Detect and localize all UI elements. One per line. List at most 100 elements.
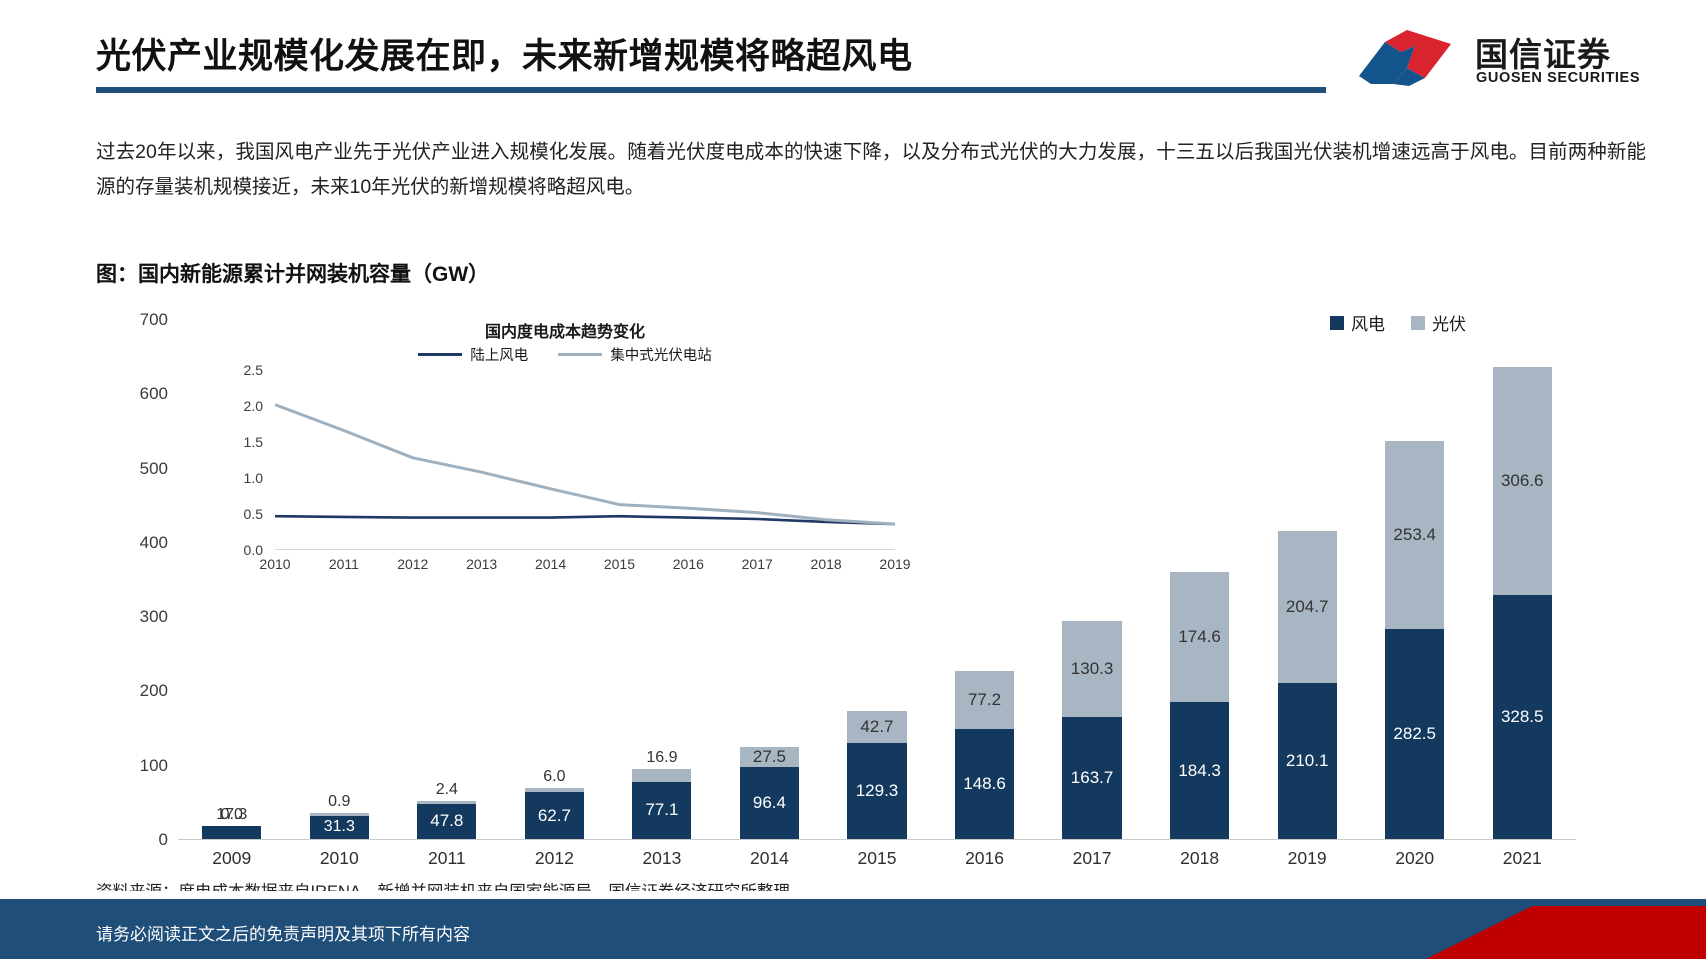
bar-group[interactable]: 77.2 148.6 2016 (931, 320, 1039, 868)
bar-stack: 253.4 282.5 (1385, 440, 1445, 839)
bar-segment-solar: 42.7 (847, 711, 907, 743)
inset-x-tick-label: 2011 (328, 556, 359, 572)
bar-value-label-solar: 253.4 (1393, 525, 1436, 545)
x-axis-tick-label: 2014 (749, 848, 789, 868)
bar-stack: 6.0 62.7 (524, 768, 584, 839)
bar-value-label-wind: 62.7 (537, 805, 571, 825)
bar-group[interactable]: 174.6 184.3 2018 (1146, 320, 1254, 868)
inset-legend-label-solar: 集中式光伏电站 (610, 348, 712, 364)
x-axis-tick-label: 2013 (642, 848, 682, 868)
inset-y-tick-label: 2.0 (243, 398, 263, 414)
x-axis-tick-label: 2021 (1502, 848, 1542, 868)
logo-english-name: GUOSEN SECURITIES (1476, 70, 1641, 86)
page-title: 光伏产业规模化发展在即，未来新增规模将略超风电 (96, 37, 913, 76)
inset-line-svg (274, 403, 896, 526)
bar-stack: 16.9 77.1 (632, 749, 692, 839)
footer-navy-band (0, 906, 1706, 959)
bar-value-label-wind: 77.1 (645, 800, 679, 820)
footer-disclaimer-text: 请务必阅读正文之后的免责声明及其项下所有内容 (96, 925, 470, 944)
bar-stack: 0.0 17.3 (202, 806, 262, 839)
inset-series-line (274, 514, 896, 526)
y-axis-tick-label: 300 (139, 607, 168, 627)
y-axis-tick-label: 200 (139, 681, 168, 701)
bar-segment-wind: 129.3 (847, 742, 907, 839)
bar-group[interactable]: 204.7 210.1 2019 (1253, 320, 1361, 868)
footer-top-rule (0, 899, 1706, 906)
bar-segment-wind: 163.7 (1062, 717, 1122, 839)
inset-x-tick-label: 2019 (879, 556, 911, 572)
guosen-logo-icon (1359, 30, 1451, 86)
y-axis-tick-label: 400 (139, 532, 168, 552)
bar-stack: 174.6 184.3 (1170, 572, 1230, 839)
bar-value-label-solar: 174.6 (1178, 627, 1221, 647)
bar-value-label-wind: 328.5 (1500, 706, 1544, 726)
bar-segment-wind: 62.7 (524, 792, 584, 839)
bar-group[interactable]: 306.6 328.5 2021 (1468, 320, 1576, 868)
bar-segment-wind: 210.1 (1277, 682, 1337, 839)
inset-y-tick-label: 2.5 (243, 362, 263, 378)
inset-x-tick-label: 2012 (397, 556, 429, 572)
bar-segment-solar: 253.4 (1385, 440, 1445, 630)
inset-x-tick-label: 2017 (741, 556, 773, 572)
inset-y-tick-label: 0.0 (243, 542, 263, 558)
bar-segment-wind: 184.3 (1170, 702, 1230, 839)
bar-value-label-wind: 210.1 (1285, 750, 1329, 770)
inset-y-tick-label: 1.0 (243, 470, 263, 486)
bar-group[interactable]: 130.3 163.7 2017 (1038, 320, 1146, 868)
inset-y-tick-label: 1.5 (243, 434, 263, 450)
inset-legend-label-wind: 陆上风电 (470, 348, 529, 364)
brand-logo: 国信证券 GUOSEN SECURITIES (1355, 26, 1645, 94)
x-axis-tick-label: 2017 (1072, 848, 1112, 868)
bar-value-label-solar: 6.0 (543, 767, 566, 785)
x-axis-tick-label: 2012 (534, 848, 574, 868)
bar-stack: 0.9 31.3 (309, 793, 369, 839)
inset-y-tick-label: 0.5 (243, 506, 263, 522)
bar-value-label-solar: 27.5 (752, 747, 786, 767)
bar-stack: 306.6 328.5 (1492, 367, 1552, 839)
bar-group[interactable]: 253.4 282.5 2020 (1361, 320, 1469, 868)
bar-stack: 27.5 96.4 (739, 746, 800, 839)
bar-segment-solar: 174.6 (1170, 572, 1230, 703)
bar-segment-wind: 31.3 (309, 815, 369, 839)
bar-value-label-wind: 17.3 (216, 806, 248, 824)
bar-segment-wind: 328.5 (1492, 594, 1552, 839)
bar-value-label-solar: 0.9 (328, 792, 351, 810)
y-axis-tick-label: 600 (139, 384, 168, 404)
bar-segment-wind: 96.4 (739, 767, 800, 839)
bar-segment-solar: 306.6 (1492, 367, 1552, 595)
y-axis-tick-label: 100 (139, 755, 168, 775)
bar-segment-solar: 27.5 (739, 746, 800, 768)
body-paragraph: 过去20年以来，我国风电产业先于光伏产业进入规模化发展。随着光伏度电成本的快速下… (96, 141, 1646, 198)
bar-stack: 42.7 129.3 (847, 711, 907, 839)
bar-segment-wind: 77.1 (632, 781, 692, 839)
inset-x-tick-label: 2014 (534, 556, 567, 572)
legend-swatch-solar-icon (1411, 315, 1425, 330)
inset-legend-line-wind-icon (418, 353, 463, 356)
legend-item-solar: 光伏 (1411, 310, 1466, 335)
bar-value-label-wind: 96.4 (752, 793, 786, 813)
figure-title: 图：国内新能源累计并网装机容量（GW） (96, 263, 490, 286)
bar-stack: 2.4 47.8 (417, 781, 477, 839)
legend-label-solar: 光伏 (1432, 315, 1466, 334)
bar-segment-solar: 16.9 (632, 749, 692, 782)
title-underline-rule (96, 87, 1326, 93)
bar-stack: 130.3 163.7 (1062, 620, 1122, 839)
bar-segment-solar: 204.7 (1277, 530, 1337, 683)
bar-group[interactable]: 27.5 96.4 2014 (716, 320, 824, 868)
bar-value-label-solar: 77.2 (967, 689, 1002, 709)
bar-value-label-wind: 282.5 (1393, 724, 1436, 744)
x-axis-tick-label: 2020 (1395, 848, 1435, 868)
x-axis-tick-label: 2016 (965, 848, 1004, 868)
bar-value-label-wind: 129.3 (855, 780, 899, 800)
x-axis-tick-label: 2011 (428, 848, 466, 868)
bar-value-label-solar: 2.4 (435, 780, 458, 798)
inset-x-tick-label: 2016 (672, 556, 704, 572)
inset-x-tick-label: 2015 (603, 556, 636, 572)
inset-line-chart: 国内度电成本趋势变化 陆上风电 集中式光伏电站 0.0 0.5 1.0 1.5 2.0 2… (215, 318, 915, 588)
bar-segment-wind: 282.5 (1385, 629, 1445, 839)
inset-chart-legend: 陆上风电 集中式光伏电站 (215, 344, 915, 365)
inset-legend-line-solar-icon (558, 353, 603, 356)
inset-y-axis-labels: 0.0 0.5 1.0 1.5 2.0 2.5 (215, 362, 267, 558)
bar-value-label-wind: 47.8 (430, 811, 464, 831)
bar-segment-wind: 47.8 (417, 803, 477, 839)
